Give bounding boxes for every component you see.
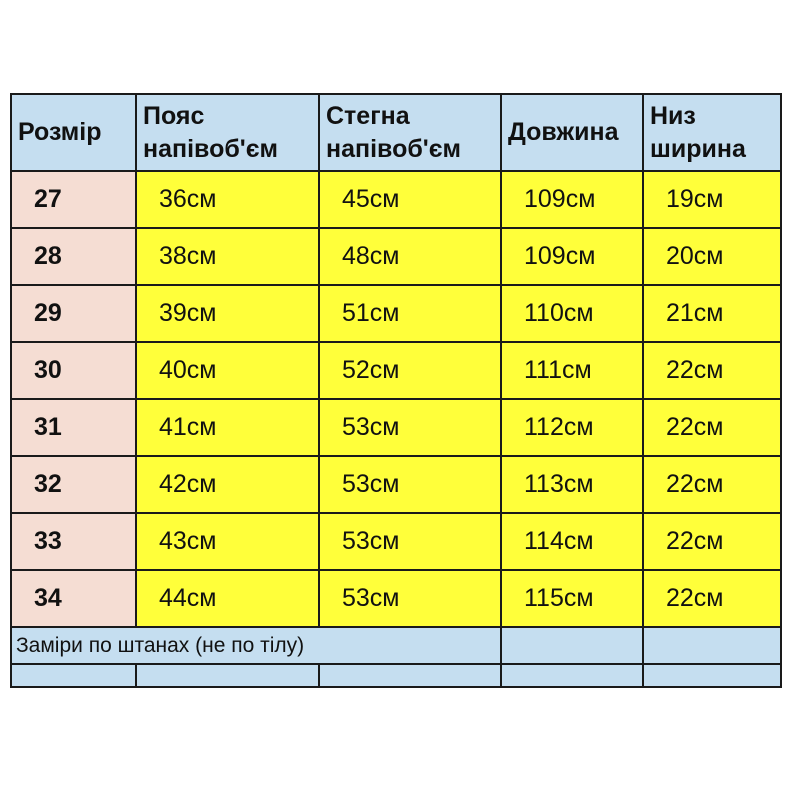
cell-hips: 53см — [318, 569, 502, 628]
cell-bottom-width: 22см — [642, 455, 782, 514]
cell-size: 27 — [10, 170, 137, 229]
header-bottom-line1: Низ — [650, 102, 696, 130]
header-waist: Пояс напівоб'єм — [135, 93, 320, 172]
header-bottom-width: Низ ширина — [642, 93, 782, 172]
cell-waist: 43см — [135, 512, 320, 571]
header-bottom-line2: ширина — [650, 134, 746, 163]
cell-length: 115см — [500, 569, 644, 628]
cell-waist: 40см — [135, 341, 320, 400]
table-row: 28 38см 48см 109см 20см — [10, 227, 782, 286]
header-row: Розмір Пояс напівоб'єм Стегна напівоб'єм Д… — [10, 93, 782, 172]
empty-cell — [642, 663, 782, 688]
cell-length: 111см — [500, 341, 644, 400]
header-hips-line1: Стегна — [326, 102, 410, 130]
cell-hips: 48см — [318, 227, 502, 286]
cell-length: 109см — [500, 227, 644, 286]
empty-cell — [318, 663, 502, 688]
header-hips: Стегна напівоб'єм — [318, 93, 502, 172]
cell-bottom-width: 22см — [642, 569, 782, 628]
table-row: 27 36см 45см 109см 19см — [10, 170, 782, 229]
header-size-label: Розмір — [18, 118, 102, 147]
cell-waist: 44см — [135, 569, 320, 628]
cell-size: 29 — [10, 284, 137, 343]
cell-hips: 52см — [318, 341, 502, 400]
header-length-label: Довжина — [508, 118, 619, 147]
table-row: 32 42см 53см 113см 22см — [10, 455, 782, 514]
cell-waist: 39см — [135, 284, 320, 343]
cell-length: 114см — [500, 512, 644, 571]
header-waist-line1: Пояс — [143, 102, 205, 130]
table-row: 34 44см 53см 115см 22см — [10, 569, 782, 628]
empty-row — [10, 663, 782, 688]
cell-hips: 53см — [318, 455, 502, 514]
cell-waist: 42см — [135, 455, 320, 514]
cell-size: 34 — [10, 569, 137, 628]
empty-cell — [642, 626, 782, 665]
cell-waist: 38см — [135, 227, 320, 286]
cell-hips: 51см — [318, 284, 502, 343]
size-chart-table: Розмір Пояс напівоб'єм Стегна напівоб'єм Д… — [10, 93, 782, 688]
cell-size: 30 — [10, 341, 137, 400]
cell-waist: 36см — [135, 170, 320, 229]
cell-size: 32 — [10, 455, 137, 514]
cell-hips: 53см — [318, 512, 502, 571]
cell-size: 28 — [10, 227, 137, 286]
cell-bottom-width: 22см — [642, 341, 782, 400]
cell-size: 33 — [10, 512, 137, 571]
cell-waist: 41см — [135, 398, 320, 457]
cell-length: 112см — [500, 398, 644, 457]
cell-bottom-width: 22см — [642, 512, 782, 571]
header-hips-line2: напівоб'єм — [326, 134, 462, 163]
cell-bottom-width: 19см — [642, 170, 782, 229]
empty-cell — [500, 626, 644, 665]
cell-bottom-width: 22см — [642, 398, 782, 457]
header-size: Розмір — [10, 93, 137, 172]
table-row: 29 39см 51см 110см 21см — [10, 284, 782, 343]
cell-bottom-width: 21см — [642, 284, 782, 343]
cell-hips: 53см — [318, 398, 502, 457]
table-row: 31 41см 53см 112см 22см — [10, 398, 782, 457]
note-row: Заміри по штанах (не по тілу) — [10, 626, 782, 665]
table-row: 33 43см 53см 114см 22см — [10, 512, 782, 571]
empty-cell — [135, 663, 320, 688]
cell-length: 110см — [500, 284, 644, 343]
cell-size: 31 — [10, 398, 137, 457]
cell-bottom-width: 20см — [642, 227, 782, 286]
empty-cell — [10, 663, 137, 688]
measurement-note: Заміри по штанах (не по тілу) — [10, 626, 502, 665]
header-length: Довжина — [500, 93, 644, 172]
cell-length: 113см — [500, 455, 644, 514]
header-waist-line2: напівоб'єм — [143, 134, 279, 163]
empty-cell — [500, 663, 644, 688]
table-row: 30 40см 52см 111см 22см — [10, 341, 782, 400]
cell-hips: 45см — [318, 170, 502, 229]
cell-length: 109см — [500, 170, 644, 229]
